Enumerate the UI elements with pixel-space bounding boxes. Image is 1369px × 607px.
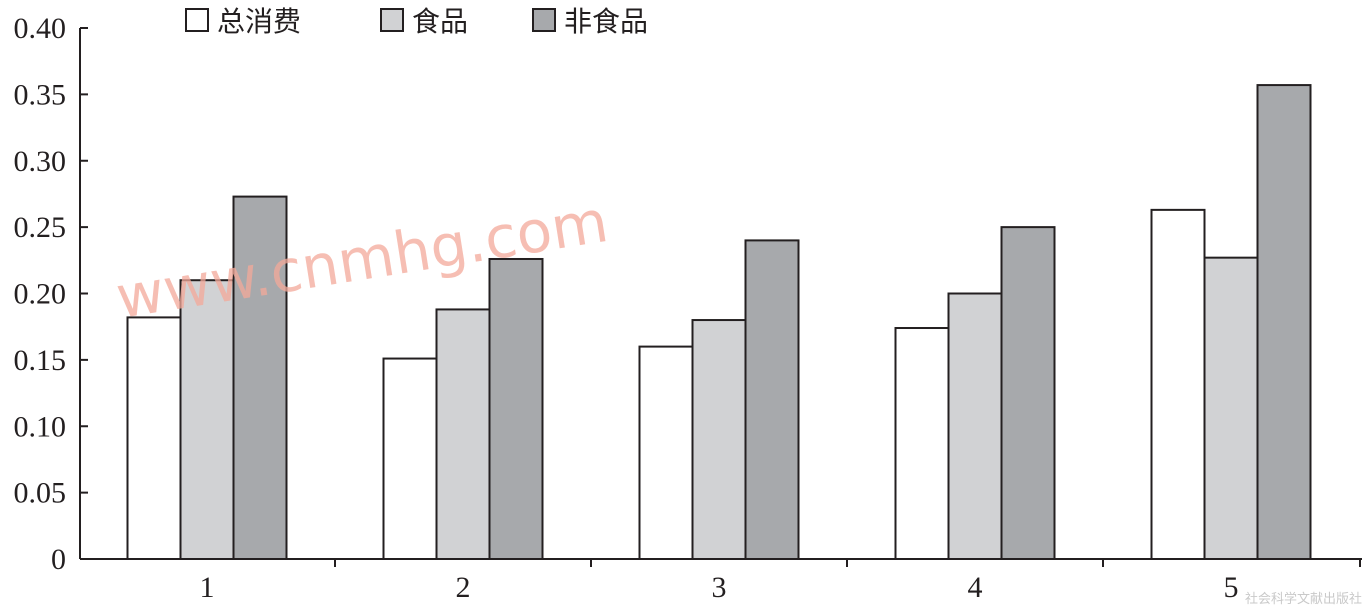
x-tick-label: 4 [968,571,983,604]
legend-swatch-1 [185,8,209,32]
x-tick-label: 2 [456,571,471,604]
legend: 总消费 食品 非食品 [185,5,648,38]
legend-label-2: 食品 [412,5,468,38]
bars-layer [126,84,1312,561]
bar-2-2 [435,308,491,560]
x-tick-label: 5 [1224,571,1239,604]
bar-5-2 [1203,256,1259,560]
bar-3-3 [744,239,800,560]
source-mark: 社会科学文献出版社 [1245,591,1362,607]
y-tick-label: 0.30 [14,145,67,178]
bar-1-1 [126,316,182,560]
bar-4-1 [894,327,950,561]
y-tick-label: 0.35 [14,78,67,111]
bar-3-2 [691,319,747,560]
y-tick-label: 0.40 [14,12,67,45]
y-tick-label: 0.05 [14,477,67,510]
axes-layer: 1 2 3 4 5 0 0.05 0.10 0.15 0.20 0.25 0.30 0.35 0.40 [14,12,1362,604]
bar-1-2 [179,279,235,560]
legend-label-3: 非食品 [564,5,648,38]
bar-5-3 [1256,84,1312,561]
y-tick-label: 0.15 [14,344,67,377]
y-tick-label: 0.25 [14,211,67,244]
x-tick-label: 3 [712,571,727,604]
bar-3-1 [638,345,694,560]
y-tick-label: 0 [51,543,66,576]
bar-4-3 [1000,226,1056,560]
bar-4-2 [947,292,1003,560]
y-tick-label: 0.20 [14,278,67,311]
bar-1-3 [232,195,288,560]
legend-swatch-3 [532,8,556,32]
y-tick-label: 0.10 [14,410,67,443]
bar-5-1 [1150,208,1206,560]
bar-2-3 [488,257,544,560]
legend-label-1: 总消费 [217,5,301,38]
x-tick-label: 1 [200,571,215,604]
bar-2-1 [382,357,438,560]
legend-swatch-2 [380,8,404,32]
